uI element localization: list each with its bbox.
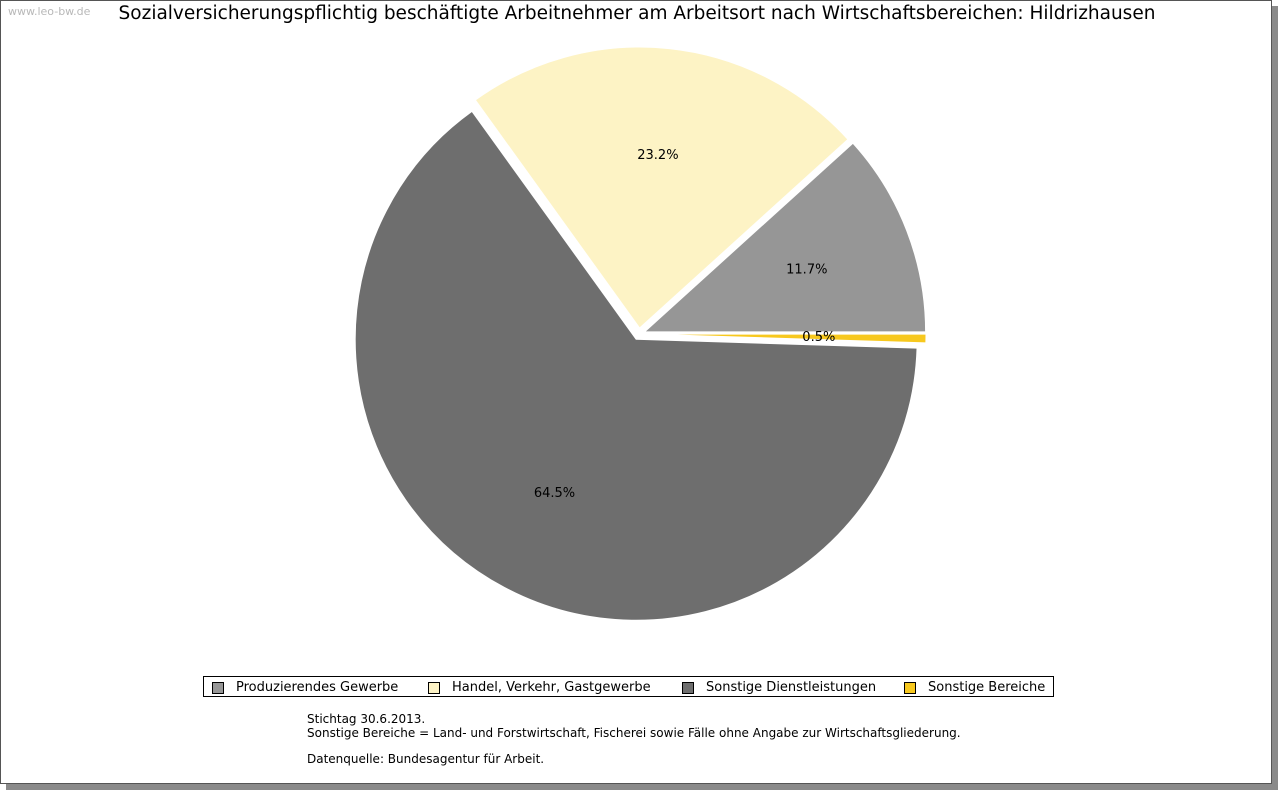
pie-data-label-3: 0.5% [802, 330, 835, 345]
legend-label: Handel, Verkehr, Gastgewerbe [452, 680, 651, 695]
pie-data-label-1: 23.2% [637, 148, 678, 163]
pie-data-label-0: 11.7% [786, 262, 827, 277]
legend-item-sonstige-bereiche: Sonstige Bereiche [904, 677, 1045, 698]
legend: Produzierendes Gewerbe Handel, Verkehr, … [203, 676, 1054, 697]
legend-label: Sonstige Dienstleistungen [706, 680, 877, 695]
chart-notes: Stichtag 30.6.2013. Sonstige Bereiche = … [307, 712, 961, 766]
legend-label: Sonstige Bereiche [928, 680, 1046, 695]
chart-title: Sozialversicherungspflichtig beschäftigt… [118, 3, 1156, 24]
pie-slice-0 [643, 142, 927, 333]
legend-swatch [904, 681, 916, 694]
watermark: www.leo-bw.de [8, 5, 91, 18]
note-stichtag: Stichtag 30.6.2013. [307, 712, 426, 726]
pie-chart: 11.7% 23.2% 64.5% 0.5% [354, 46, 927, 621]
pie-slice-3 [644, 333, 927, 344]
pie-data-label-2: 64.5% [534, 486, 575, 501]
pie-slice-1 [474, 46, 849, 329]
legend-swatch [428, 681, 440, 694]
legend-item-handel: Handel, Verkehr, Gastgewerbe [428, 677, 651, 698]
legend-swatch [212, 681, 224, 694]
pie-slice-2 [354, 110, 918, 621]
legend-label: Produzierendes Gewerbe [236, 680, 399, 695]
legend-item-sonstige-dienstleistungen: Sonstige Dienstleistungen [682, 677, 876, 698]
note-sonstige-bereiche: Sonstige Bereiche = Land- und Forstwirts… [307, 726, 961, 740]
legend-swatch [682, 681, 694, 694]
note-datenquelle: Datenquelle: Bundesagentur für Arbeit. [307, 752, 545, 766]
legend-item-produzierendes-gewerbe: Produzierendes Gewerbe [212, 677, 398, 698]
